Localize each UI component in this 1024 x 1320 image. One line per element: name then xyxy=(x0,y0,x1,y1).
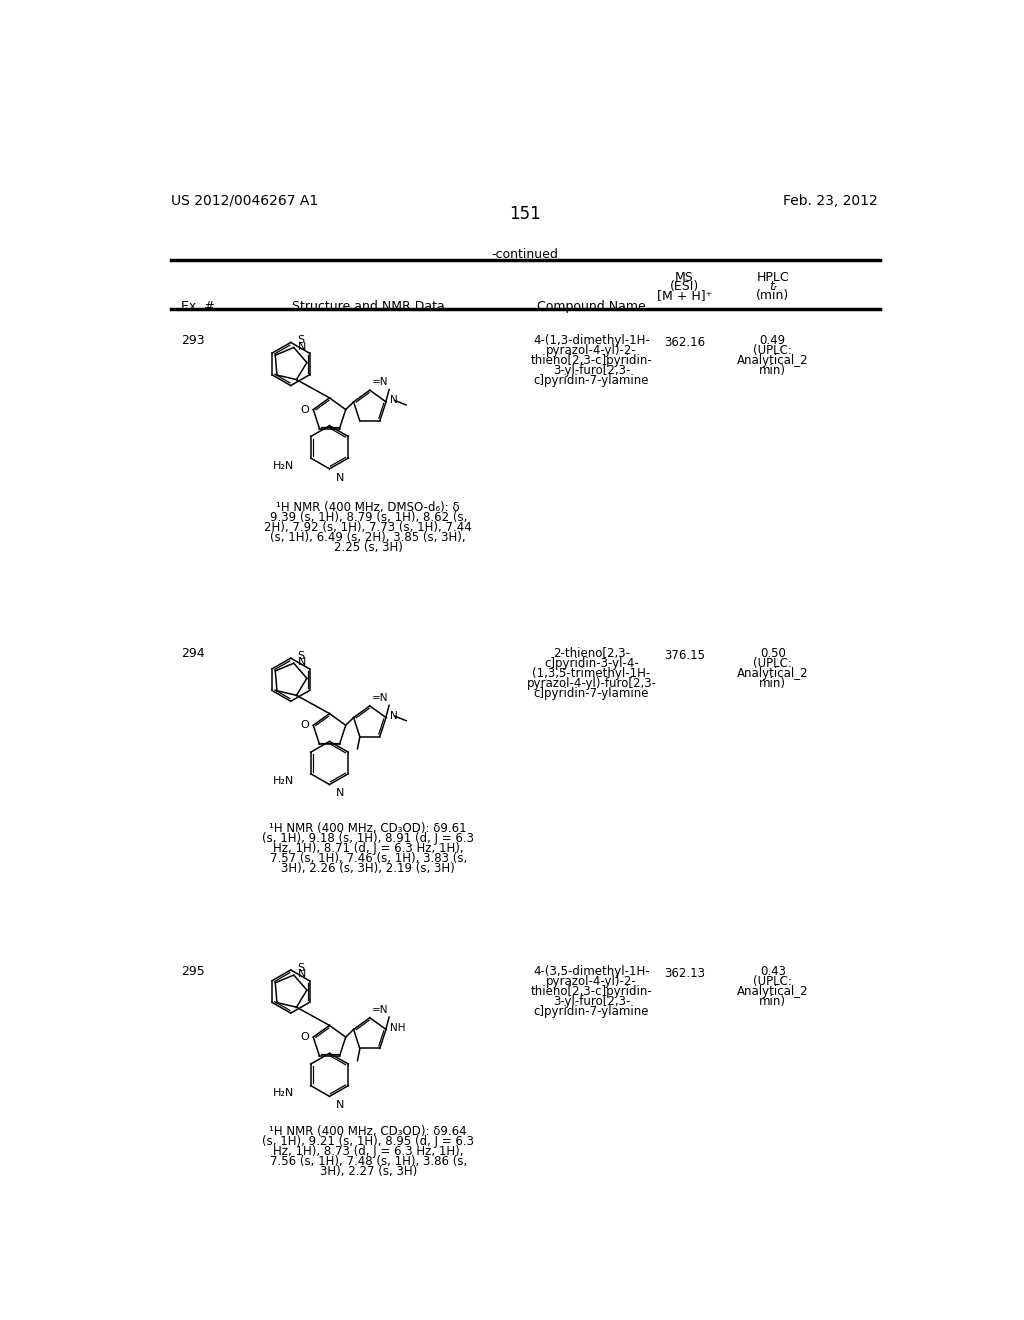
Text: NH: NH xyxy=(390,1023,406,1032)
Text: (s, 1H), 9.18 (s, 1H), 8.91 (d, J = 6.3: (s, 1H), 9.18 (s, 1H), 8.91 (d, J = 6.3 xyxy=(262,832,474,845)
Text: H₂N: H₂N xyxy=(272,461,294,471)
Text: c]pyridin-3-yl-4-: c]pyridin-3-yl-4- xyxy=(544,657,639,671)
Text: pyrazol-4-yl)-furo[2,3-: pyrazol-4-yl)-furo[2,3- xyxy=(526,677,656,690)
Text: Analytical_2: Analytical_2 xyxy=(737,668,809,680)
Text: (s, 1H), 6.49 (s, 2H), 3.85 (s, 3H),: (s, 1H), 6.49 (s, 2H), 3.85 (s, 3H), xyxy=(270,531,466,544)
Text: c]pyridin-7-ylamine: c]pyridin-7-ylamine xyxy=(534,1006,649,1019)
Text: min): min) xyxy=(760,995,786,1008)
Text: (UPLC:: (UPLC: xyxy=(754,657,793,671)
Text: 0.43: 0.43 xyxy=(760,965,785,978)
Text: -continued: -continued xyxy=(492,248,558,261)
Text: =N: =N xyxy=(372,693,389,702)
Text: thieno[2,3-c]pyridin-: thieno[2,3-c]pyridin- xyxy=(530,985,652,998)
Text: N: N xyxy=(298,657,306,668)
Text: Hz, 1H), 8.71 (d, J = 6.3 Hz, 1H),: Hz, 1H), 8.71 (d, J = 6.3 Hz, 1H), xyxy=(273,842,464,855)
Text: N: N xyxy=(298,342,306,351)
Text: pyrazol-4-yl)-2-: pyrazol-4-yl)-2- xyxy=(546,975,637,989)
Text: Analytical_2: Analytical_2 xyxy=(737,354,809,367)
Text: pyrazol-4-yl)-2-: pyrazol-4-yl)-2- xyxy=(546,345,637,356)
Text: 0.50: 0.50 xyxy=(760,647,785,660)
Text: =N: =N xyxy=(372,1005,389,1015)
Text: 362.16: 362.16 xyxy=(664,335,705,348)
Text: =N: =N xyxy=(372,378,389,387)
Text: 362.13: 362.13 xyxy=(664,966,705,979)
Text: S: S xyxy=(298,651,305,661)
Text: 376.15: 376.15 xyxy=(664,649,705,661)
Text: 2H), 7.92 (s, 1H), 7.73 (s, 1H), 7.44: 2H), 7.92 (s, 1H), 7.73 (s, 1H), 7.44 xyxy=(264,521,472,535)
Text: Ex. #: Ex. # xyxy=(180,300,214,313)
Text: S: S xyxy=(298,962,305,973)
Text: ¹H NMR (400 MHz, DMSO-d₆): δ: ¹H NMR (400 MHz, DMSO-d₆): δ xyxy=(276,502,460,513)
Text: Compound Name: Compound Name xyxy=(537,300,646,313)
Text: ¹H NMR (400 MHz, CD₃OD): δ9.64: ¹H NMR (400 MHz, CD₃OD): δ9.64 xyxy=(269,1125,467,1138)
Text: (s, 1H), 9.21 (s, 1H), 8.95 (d, J = 6.3: (s, 1H), 9.21 (s, 1H), 8.95 (d, J = 6.3 xyxy=(262,1135,474,1148)
Text: (UPLC:: (UPLC: xyxy=(754,975,793,989)
Text: 294: 294 xyxy=(180,647,205,660)
Text: Feb. 23, 2012: Feb. 23, 2012 xyxy=(783,194,879,207)
Text: 9.39 (s, 1H), 8.79 (s, 1H), 8.62 (s,: 9.39 (s, 1H), 8.79 (s, 1H), 8.62 (s, xyxy=(269,511,467,524)
Text: O: O xyxy=(300,1032,308,1041)
Text: 3H), 2.27 (s, 3H): 3H), 2.27 (s, 3H) xyxy=(319,1164,417,1177)
Text: 3H), 2.26 (s, 3H), 2.19 (s, 3H): 3H), 2.26 (s, 3H), 2.19 (s, 3H) xyxy=(282,862,455,875)
Text: Structure and NMR Data: Structure and NMR Data xyxy=(292,300,444,313)
Text: 293: 293 xyxy=(180,334,205,347)
Text: S: S xyxy=(298,335,305,346)
Text: min): min) xyxy=(760,364,786,378)
Text: (UPLC:: (UPLC: xyxy=(754,345,793,356)
Text: c]pyridin-7-ylamine: c]pyridin-7-ylamine xyxy=(534,688,649,701)
Text: 7.56 (s, 1H), 7.48 (s, 1H), 3.86 (s,: 7.56 (s, 1H), 7.48 (s, 1H), 3.86 (s, xyxy=(269,1155,467,1168)
Text: 2-thieno[2,3-: 2-thieno[2,3- xyxy=(553,647,630,660)
Text: N: N xyxy=(336,473,344,483)
Text: N: N xyxy=(298,969,306,979)
Text: N: N xyxy=(336,1101,344,1110)
Text: N: N xyxy=(390,711,397,721)
Text: 151: 151 xyxy=(509,205,541,223)
Text: 4-(3,5-dimethyl-1H-: 4-(3,5-dimethyl-1H- xyxy=(534,965,650,978)
Text: MS: MS xyxy=(675,271,694,284)
Text: H₂N: H₂N xyxy=(272,776,294,787)
Text: min): min) xyxy=(760,677,786,690)
Text: O: O xyxy=(300,404,308,414)
Text: O: O xyxy=(300,721,308,730)
Text: H₂N: H₂N xyxy=(272,1088,294,1098)
Text: US 2012/0046267 A1: US 2012/0046267 A1 xyxy=(171,194,317,207)
Text: ¹H NMR (400 MHz, CD₃OD): δ9.61: ¹H NMR (400 MHz, CD₃OD): δ9.61 xyxy=(269,822,467,836)
Text: (ESI): (ESI) xyxy=(670,280,699,293)
Text: 4-(1,3-dimethyl-1H-: 4-(1,3-dimethyl-1H- xyxy=(534,334,650,347)
Text: 7.57 (s, 1H), 7.46 (s, 1H), 3.83 (s,: 7.57 (s, 1H), 7.46 (s, 1H), 3.83 (s, xyxy=(269,853,467,865)
Text: c]pyridin-7-ylamine: c]pyridin-7-ylamine xyxy=(534,374,649,387)
Text: Analytical_2: Analytical_2 xyxy=(737,985,809,998)
Text: 295: 295 xyxy=(180,965,205,978)
Text: Hz, 1H), 8.73 (d, J = 6.3 Hz, 1H),: Hz, 1H), 8.73 (d, J = 6.3 Hz, 1H), xyxy=(273,1144,464,1158)
Text: 3-yl-furo[2,3-: 3-yl-furo[2,3- xyxy=(553,995,630,1008)
Text: tᵣ: tᵣ xyxy=(769,280,777,293)
Text: 3-yl-furo[2,3-: 3-yl-furo[2,3- xyxy=(553,364,630,378)
Text: N: N xyxy=(336,788,344,799)
Text: HPLC: HPLC xyxy=(757,271,790,284)
Text: (min): (min) xyxy=(756,289,790,302)
Text: 0.49: 0.49 xyxy=(760,334,785,347)
Text: (1,3,5-trimethyl-1H-: (1,3,5-trimethyl-1H- xyxy=(532,668,650,680)
Text: N: N xyxy=(390,395,397,405)
Text: [M + H]⁺: [M + H]⁺ xyxy=(656,289,712,302)
Text: 2.25 (s, 3H): 2.25 (s, 3H) xyxy=(334,541,402,554)
Text: thieno[2,3-c]pyridin-: thieno[2,3-c]pyridin- xyxy=(530,354,652,367)
